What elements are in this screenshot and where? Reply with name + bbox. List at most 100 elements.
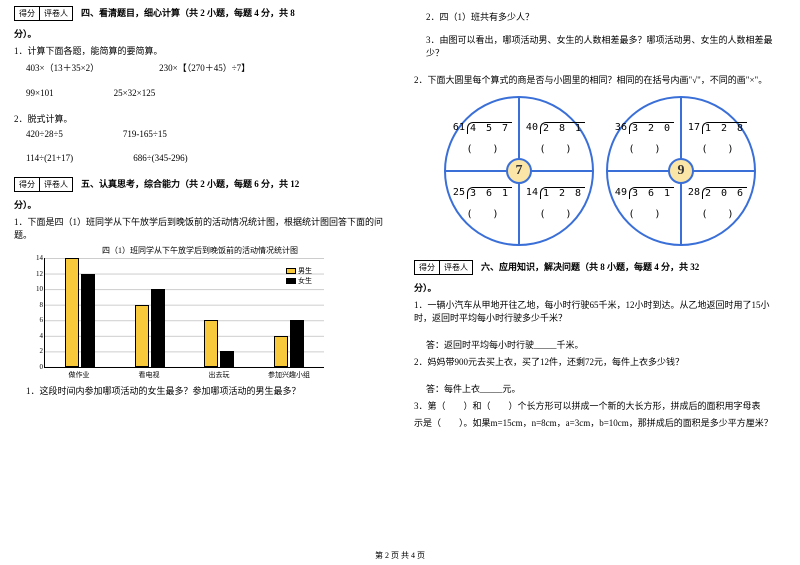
paren-blank: ( ) — [466, 205, 498, 220]
r-q2: 2．四（1）班共有多少人？ — [414, 10, 786, 23]
chart-group — [45, 258, 115, 367]
legend-boy-swatch — [286, 268, 296, 274]
divisor: 14 — [526, 187, 540, 198]
score-box-6: 得分 评卷人 — [414, 260, 473, 275]
s6-q3b: 示是（ ）。如果m=15cm，n=8cm，a=3cm，b=10cm，那拼成后的面… — [414, 416, 786, 429]
s4-r2a: 99×101 — [26, 88, 54, 98]
xlabel: 看电视 — [114, 368, 184, 380]
score-label: 得分 — [15, 7, 40, 20]
s6-q2: 2．妈妈带900元去买上衣，买了12件，还剩72元，每件上衣多少钱？ — [414, 355, 786, 368]
ylabel: 4 — [31, 332, 43, 340]
grader-label: 评卷人 — [40, 7, 72, 20]
left-column: 得分 评卷人 四、看清题目，细心计算（共 2 小题，每题 4 分，共 8 分）。… — [0, 0, 400, 565]
chart-legend: 男生 女生 — [286, 266, 312, 286]
chart-group — [115, 258, 185, 367]
ylabel: 14 — [31, 254, 43, 262]
paren-blank: ( ) — [466, 140, 498, 155]
score-box: 得分 评卷人 — [14, 6, 73, 21]
chart-xlabels: 做作业看电视出去玩参加兴趣小组 — [44, 368, 324, 380]
grader-label-5: 评卷人 — [40, 178, 72, 191]
legend-girl-label: 女生 — [298, 276, 312, 286]
dividend: 1 2 8 — [702, 122, 747, 134]
paren-blank: ( ) — [539, 140, 571, 155]
dividend: 4 5 7 — [467, 122, 512, 134]
chart-group — [185, 258, 255, 367]
divisor: 36 — [615, 122, 629, 133]
section4-title-end: 分）。 — [14, 27, 386, 40]
xlabel: 做作业 — [44, 368, 114, 380]
legend-boy-label: 男生 — [298, 266, 312, 276]
paren-blank: ( ) — [628, 205, 660, 220]
s4-r1b: 230×【（270＋45）÷7】 — [159, 61, 250, 74]
dividend: 3 6 1 — [629, 187, 674, 199]
center-circle: 9 — [668, 158, 694, 184]
s4-r4b: 686÷(345-296) — [133, 153, 187, 163]
paren-blank: ( ) — [539, 205, 571, 220]
divisor: 49 — [615, 187, 629, 198]
divisor: 40 — [526, 122, 540, 133]
ylabel: 8 — [31, 301, 43, 309]
chart-bars — [45, 258, 324, 367]
xlabel: 出去玩 — [184, 368, 254, 380]
bar-boy — [204, 320, 218, 367]
chart-ylabels: 0 2 4 6 8 10 12 14 — [31, 254, 43, 371]
s4-r3b: 719-165÷15 — [123, 129, 167, 139]
s4-r4a: 114÷(21+17) — [26, 153, 73, 163]
ylabel: 10 — [31, 285, 43, 293]
s6-q1: 1．一辆小汽车从甲地开往乙地，每小时行驶65千米，12小时到达。从乙地返回时用了… — [414, 298, 786, 324]
bar-girl — [290, 320, 304, 367]
s4-r2b: 25×32×125 — [114, 88, 156, 98]
grader-label-6: 评卷人 — [440, 261, 472, 274]
s4-p1: 1．计算下面各题，能简算的要简算。 — [14, 44, 386, 57]
section6-title: 六、应用知识，解决问题（共 8 小题，每题 4 分，共 32 — [481, 260, 699, 273]
r-q3: 3．由图可以看出，哪项活动男、女生的人数相差最多？哪项活动男、女生的人数相差最少… — [414, 33, 786, 59]
paren-blank: ( ) — [701, 140, 733, 155]
s5-q1: 1．这段时间内参加哪项活动的女生最多？参加哪项活动的男生最多？ — [14, 384, 386, 397]
big-circle: 7614 5 7( )402 8 1( )253 6 1( )141 2 8( … — [444, 96, 594, 246]
divisor: 17 — [688, 122, 702, 133]
divisor: 61 — [453, 122, 467, 133]
section4-title: 四、看清题目，细心计算（共 2 小题，每题 4 分，共 8 — [81, 6, 295, 19]
s6-a2: 答：每件上衣_____元。 — [414, 382, 786, 395]
bar-girl — [151, 289, 165, 367]
section6-title-end: 分）。 — [414, 281, 786, 294]
divisor: 25 — [453, 187, 467, 198]
ylabel: 12 — [31, 270, 43, 278]
legend-girl-swatch — [286, 278, 296, 284]
s5-p1: 1．下面是四（1）班同学从下午放学后到晚饭前的活动情况统计图，根据统计图回答下面… — [14, 215, 386, 241]
section5-title-end: 分）。 — [14, 198, 386, 211]
s4-r1a: 403×（13＋35×2） — [26, 61, 99, 74]
s6-q3a: 3．第（ ）和（ ）个长方形可以拼成一个新的大长方形，拼成后的面积用字母表 — [414, 399, 786, 412]
section5-title: 五、认真思考，综合能力（共 2 小题，每题 6 分，共 12 — [81, 177, 299, 190]
chart-title: 四（1）班同学从下午放学后到晚饭前的活动情况统计图 — [14, 245, 386, 256]
score-label-6: 得分 — [415, 261, 440, 274]
score-box-5: 得分 评卷人 — [14, 177, 73, 192]
dividend: 3 6 1 — [467, 187, 512, 199]
score-label-5: 得分 — [15, 178, 40, 191]
ylabel: 0 — [31, 363, 43, 371]
right-column: 2．四（1）班共有多少人？ 3．由图可以看出，哪项活动男、女生的人数相差最多？哪… — [400, 0, 800, 565]
s4-r3a: 420÷28÷5 — [26, 129, 63, 139]
r-p2: 2．下面大圆里每个算式的商是否与小圆里的相同？相同的在括号内画"√"，不同的画"… — [414, 73, 786, 86]
paren-blank: ( ) — [701, 205, 733, 220]
division-circles: 7614 5 7( )402 8 1( )253 6 1( )141 2 8( … — [414, 92, 786, 252]
bar-chart: 02468101214 男生 女生 — [44, 258, 324, 368]
dividend: 2 8 1 — [540, 122, 585, 134]
dividend: 3 2 0 — [629, 122, 674, 134]
bar-boy — [135, 305, 149, 367]
center-circle: 7 — [506, 158, 532, 184]
big-circle: 9 363 2 0 ( ) 171 2 8 ( ) 493 6 1 ( ) 282 0 6 ( … — [606, 96, 756, 246]
bar-boy — [65, 258, 79, 367]
page-footer: 第 2 页 共 4 页 — [0, 550, 800, 561]
s6-a1: 答：返回时平均每小时行驶_____千米。 — [414, 338, 786, 351]
xlabel: 参加兴趣小组 — [254, 368, 324, 380]
bar-girl — [220, 351, 234, 367]
paren-blank: ( ) — [628, 140, 660, 155]
bar-boy — [274, 336, 288, 367]
s4-p2: 2．脱式计算。 — [14, 112, 386, 125]
ylabel: 6 — [31, 316, 43, 324]
dividend: 2 0 6 — [702, 187, 747, 199]
ylabel: 2 — [31, 347, 43, 355]
divisor: 28 — [688, 187, 702, 198]
bar-girl — [81, 274, 95, 367]
